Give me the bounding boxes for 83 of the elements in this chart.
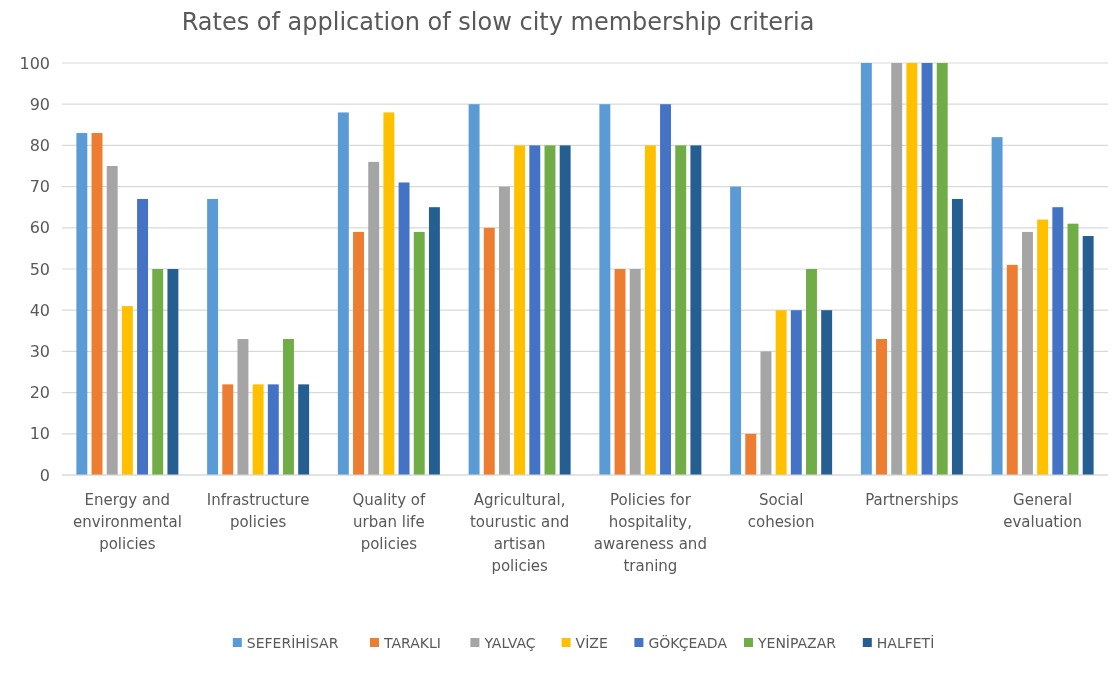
legend-label: YENİPAZAR bbox=[757, 633, 837, 651]
bar bbox=[821, 310, 833, 475]
bar bbox=[629, 269, 641, 475]
bar bbox=[660, 104, 672, 475]
x-tick-label: Social cohesion bbox=[747, 491, 815, 531]
bar bbox=[529, 145, 541, 475]
bar bbox=[283, 339, 294, 475]
bar bbox=[152, 269, 164, 475]
bar bbox=[1052, 207, 1064, 475]
bar bbox=[137, 198, 149, 475]
legend-label: HALFETİ bbox=[876, 633, 935, 651]
bar bbox=[921, 63, 933, 475]
y-tick-label: 80 bbox=[29, 136, 50, 155]
bar bbox=[353, 231, 364, 475]
y-tick-label: 50 bbox=[29, 259, 50, 279]
bar bbox=[398, 182, 410, 475]
y-tick-label: 70 bbox=[29, 177, 50, 197]
bar bbox=[337, 112, 349, 475]
bar bbox=[936, 63, 948, 475]
bar bbox=[1082, 236, 1094, 475]
bar bbox=[790, 310, 802, 475]
bar bbox=[468, 104, 480, 475]
x-tick-label: Quality of urban life policies bbox=[352, 491, 426, 553]
bar bbox=[1067, 223, 1079, 475]
y-tick-label: 100 bbox=[19, 53, 50, 73]
bar bbox=[428, 207, 440, 475]
y-tick-label: 40 bbox=[29, 300, 50, 320]
bar bbox=[207, 198, 219, 475]
bar bbox=[544, 145, 556, 475]
y-tick-label: 10 bbox=[29, 424, 50, 444]
legend-label: VİZE bbox=[575, 633, 608, 651]
bar bbox=[267, 384, 279, 475]
bar bbox=[991, 137, 1003, 475]
bar bbox=[106, 166, 118, 475]
bar bbox=[167, 269, 179, 475]
bar bbox=[514, 145, 526, 475]
y-tick-label: 90 bbox=[29, 94, 50, 114]
bar bbox=[252, 384, 264, 475]
legend-label: GÖKÇEADA bbox=[648, 633, 728, 651]
bar bbox=[891, 63, 903, 475]
bar bbox=[368, 161, 380, 475]
bar bbox=[298, 384, 310, 475]
bar bbox=[644, 145, 656, 475]
bar bbox=[483, 227, 495, 475]
bar bbox=[860, 63, 872, 475]
bar bbox=[91, 133, 103, 475]
bar bbox=[1037, 219, 1049, 475]
bar bbox=[760, 351, 772, 475]
bar bbox=[675, 145, 687, 475]
bar bbox=[1006, 264, 1018, 475]
y-tick-label: 60 bbox=[29, 218, 50, 238]
x-tick-label: Energy and environmental policies bbox=[72, 491, 182, 553]
x-tick-label: Agricultural, tourustic and artisan policies bbox=[469, 491, 570, 575]
bar bbox=[121, 306, 133, 475]
bar bbox=[237, 339, 249, 475]
x-tick-label: Partnerships bbox=[865, 491, 959, 509]
bar bbox=[222, 384, 234, 475]
bar bbox=[498, 186, 510, 475]
bar bbox=[775, 310, 787, 475]
x-tick-label: Infrastructure policies bbox=[206, 491, 310, 531]
bar bbox=[730, 186, 742, 475]
bar bbox=[951, 198, 963, 475]
bar bbox=[383, 112, 395, 475]
chart-title: Rates of application of slow city membership criteria bbox=[181, 8, 815, 36]
bar bbox=[76, 133, 88, 475]
x-tick-label: Policies for hospitality, awareness and traning bbox=[593, 491, 707, 575]
bar bbox=[745, 433, 757, 475]
bar bbox=[599, 104, 611, 475]
y-tick-label: 30 bbox=[29, 342, 50, 361]
bar bbox=[1021, 231, 1033, 475]
legend-label: SEFERİHİSAR bbox=[246, 633, 339, 651]
bar bbox=[690, 145, 702, 475]
bar bbox=[413, 231, 425, 475]
x-tick-label: General evaluation bbox=[1003, 491, 1083, 531]
legend-label: TARAKLI bbox=[383, 634, 441, 651]
bar bbox=[876, 339, 887, 475]
bar bbox=[806, 269, 817, 475]
legend-label: YALVAÇ bbox=[483, 634, 536, 651]
bar bbox=[559, 145, 571, 475]
y-tick-label: 0 bbox=[39, 465, 50, 485]
bar bbox=[906, 63, 918, 475]
bar bbox=[614, 269, 626, 475]
y-tick-label: 20 bbox=[29, 383, 50, 403]
